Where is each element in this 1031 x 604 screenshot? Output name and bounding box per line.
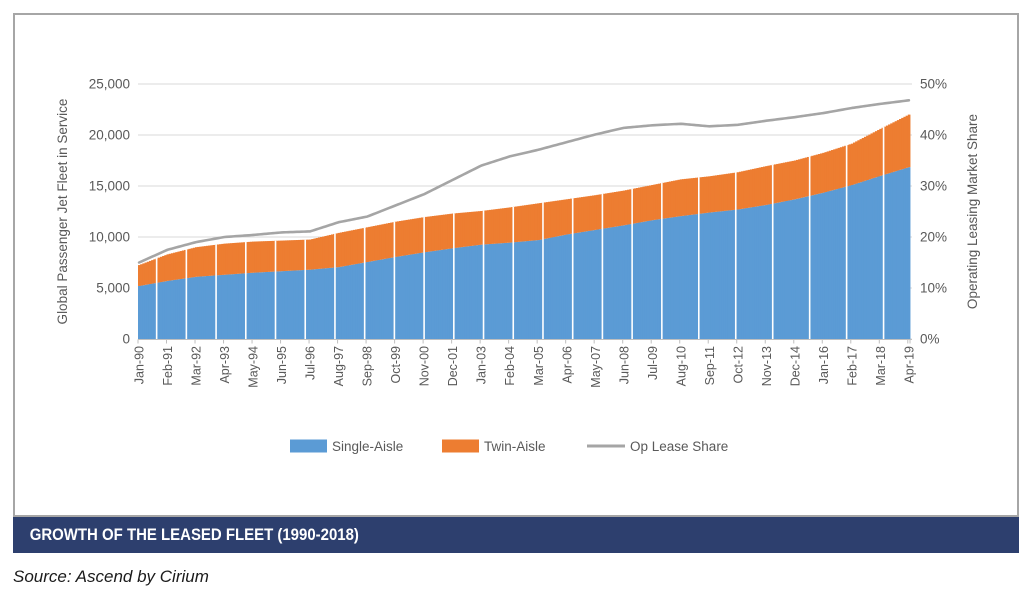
left-axis-tick-label: 25,000 — [89, 77, 130, 92]
right-axis-tick-labels: 50% 40% 30% 20% 10% 0% — [920, 77, 947, 347]
source-note: Source: Ascend by Cirium — [13, 567, 209, 586]
x-axis-label: Jan-90 — [133, 346, 147, 384]
x-axis-labels: Jan-90 Feb-91 Mar-92 Apr-93 May-94 Jun-95 Jul-… — [133, 346, 917, 388]
left-axis-title: Global Passenger Jet Fleet in Service — [55, 99, 70, 325]
x-axis-label: Jun-95 — [275, 346, 289, 384]
single-aisle-swatch-icon — [290, 439, 327, 453]
x-axis-label: Jun-08 — [617, 346, 631, 384]
lease-share-line — [137, 99, 911, 264]
x-axis-label: Feb-17 — [845, 346, 859, 386]
bars-twin-aisle — [138, 114, 911, 286]
x-axis-label: Sep-11 — [703, 346, 717, 385]
legend-label: Op Lease Share — [630, 439, 728, 454]
legend-item-op-lease-share: Op Lease Share — [587, 439, 728, 454]
x-axis-label: Dec-01 — [446, 346, 460, 386]
chart-box: 25,000 20,000 15,000 10,000 5,000 0 50% 40% 30% 2… — [13, 13, 1019, 517]
left-axis-tick-label: 20,000 — [89, 128, 130, 143]
x-axis-label: Apr-93 — [218, 346, 232, 384]
right-axis-tick-label: 40% — [920, 128, 947, 143]
x-axis-label: Feb-91 — [161, 346, 175, 386]
left-axis-tick-label: 5,000 — [96, 281, 130, 296]
x-axis-label: Aug-10 — [674, 346, 688, 386]
x-axis-label: Mar-92 — [190, 346, 204, 386]
legend-item-single-aisle: Single-Aisle — [290, 439, 403, 454]
x-axis — [137, 339, 912, 344]
legend-label: Twin-Aisle — [484, 439, 546, 454]
left-axis-tick-labels: 25,000 20,000 15,000 10,000 5,000 0 — [89, 77, 130, 347]
x-axis-label: Feb-04 — [503, 346, 517, 386]
right-axis-tick-label: 30% — [920, 179, 947, 194]
x-axis-label: Jul-96 — [304, 346, 318, 380]
legend-label: Single-Aisle — [332, 439, 403, 454]
x-axis-label: Mar-05 — [532, 346, 546, 386]
right-axis-tick-label: 50% — [920, 77, 947, 92]
x-axis-label: Jan-03 — [475, 346, 489, 384]
chart-canvas: 25,000 20,000 15,000 10,000 5,000 0 50% 40% 30% 2… — [55, 77, 980, 455]
title-bar: GROWTH OF THE LEASED FLEET (1990-2018) — [13, 517, 1019, 553]
x-axis-label: Apr-19 — [902, 346, 916, 384]
x-axis-label: Oct-12 — [731, 346, 745, 384]
left-axis-tick-label: 0 — [122, 332, 130, 347]
right-axis-tick-label: 10% — [920, 281, 947, 296]
x-axis-label: Mar-18 — [874, 346, 888, 386]
right-axis-tick-label: 0% — [920, 332, 940, 347]
left-axis-tick-label: 10,000 — [89, 230, 130, 245]
x-axis-label: Oct-99 — [389, 346, 403, 384]
twin-aisle-swatch-icon — [442, 439, 479, 453]
x-axis-label: Jan-16 — [817, 346, 831, 384]
bar-group-separators — [155, 126, 885, 339]
left-axis-tick-label: 15,000 — [89, 179, 130, 194]
banner-title: GROWTH OF THE LEASED FLEET (1990-2018) — [29, 525, 359, 544]
right-axis-tick-label: 20% — [920, 230, 947, 245]
legend-item-twin-aisle: Twin-Aisle — [442, 439, 546, 454]
x-axis-label: May-07 — [589, 346, 603, 388]
x-axis-label: Jul-09 — [646, 346, 660, 380]
x-axis-label: Aug-97 — [332, 346, 346, 386]
x-axis-label: Apr-06 — [560, 346, 574, 384]
x-axis-label: May-94 — [247, 346, 261, 388]
x-axis-label: Nov-13 — [760, 346, 774, 386]
x-axis-label: Sep-98 — [361, 346, 375, 386]
right-axis-title: Operating Leasing Market Share — [965, 114, 980, 309]
x-axis-label: Dec-14 — [788, 346, 802, 386]
legend: Single-Aisle Twin-Aisle Op Lease Share — [290, 439, 728, 454]
x-axis-label: Nov-00 — [418, 346, 432, 386]
